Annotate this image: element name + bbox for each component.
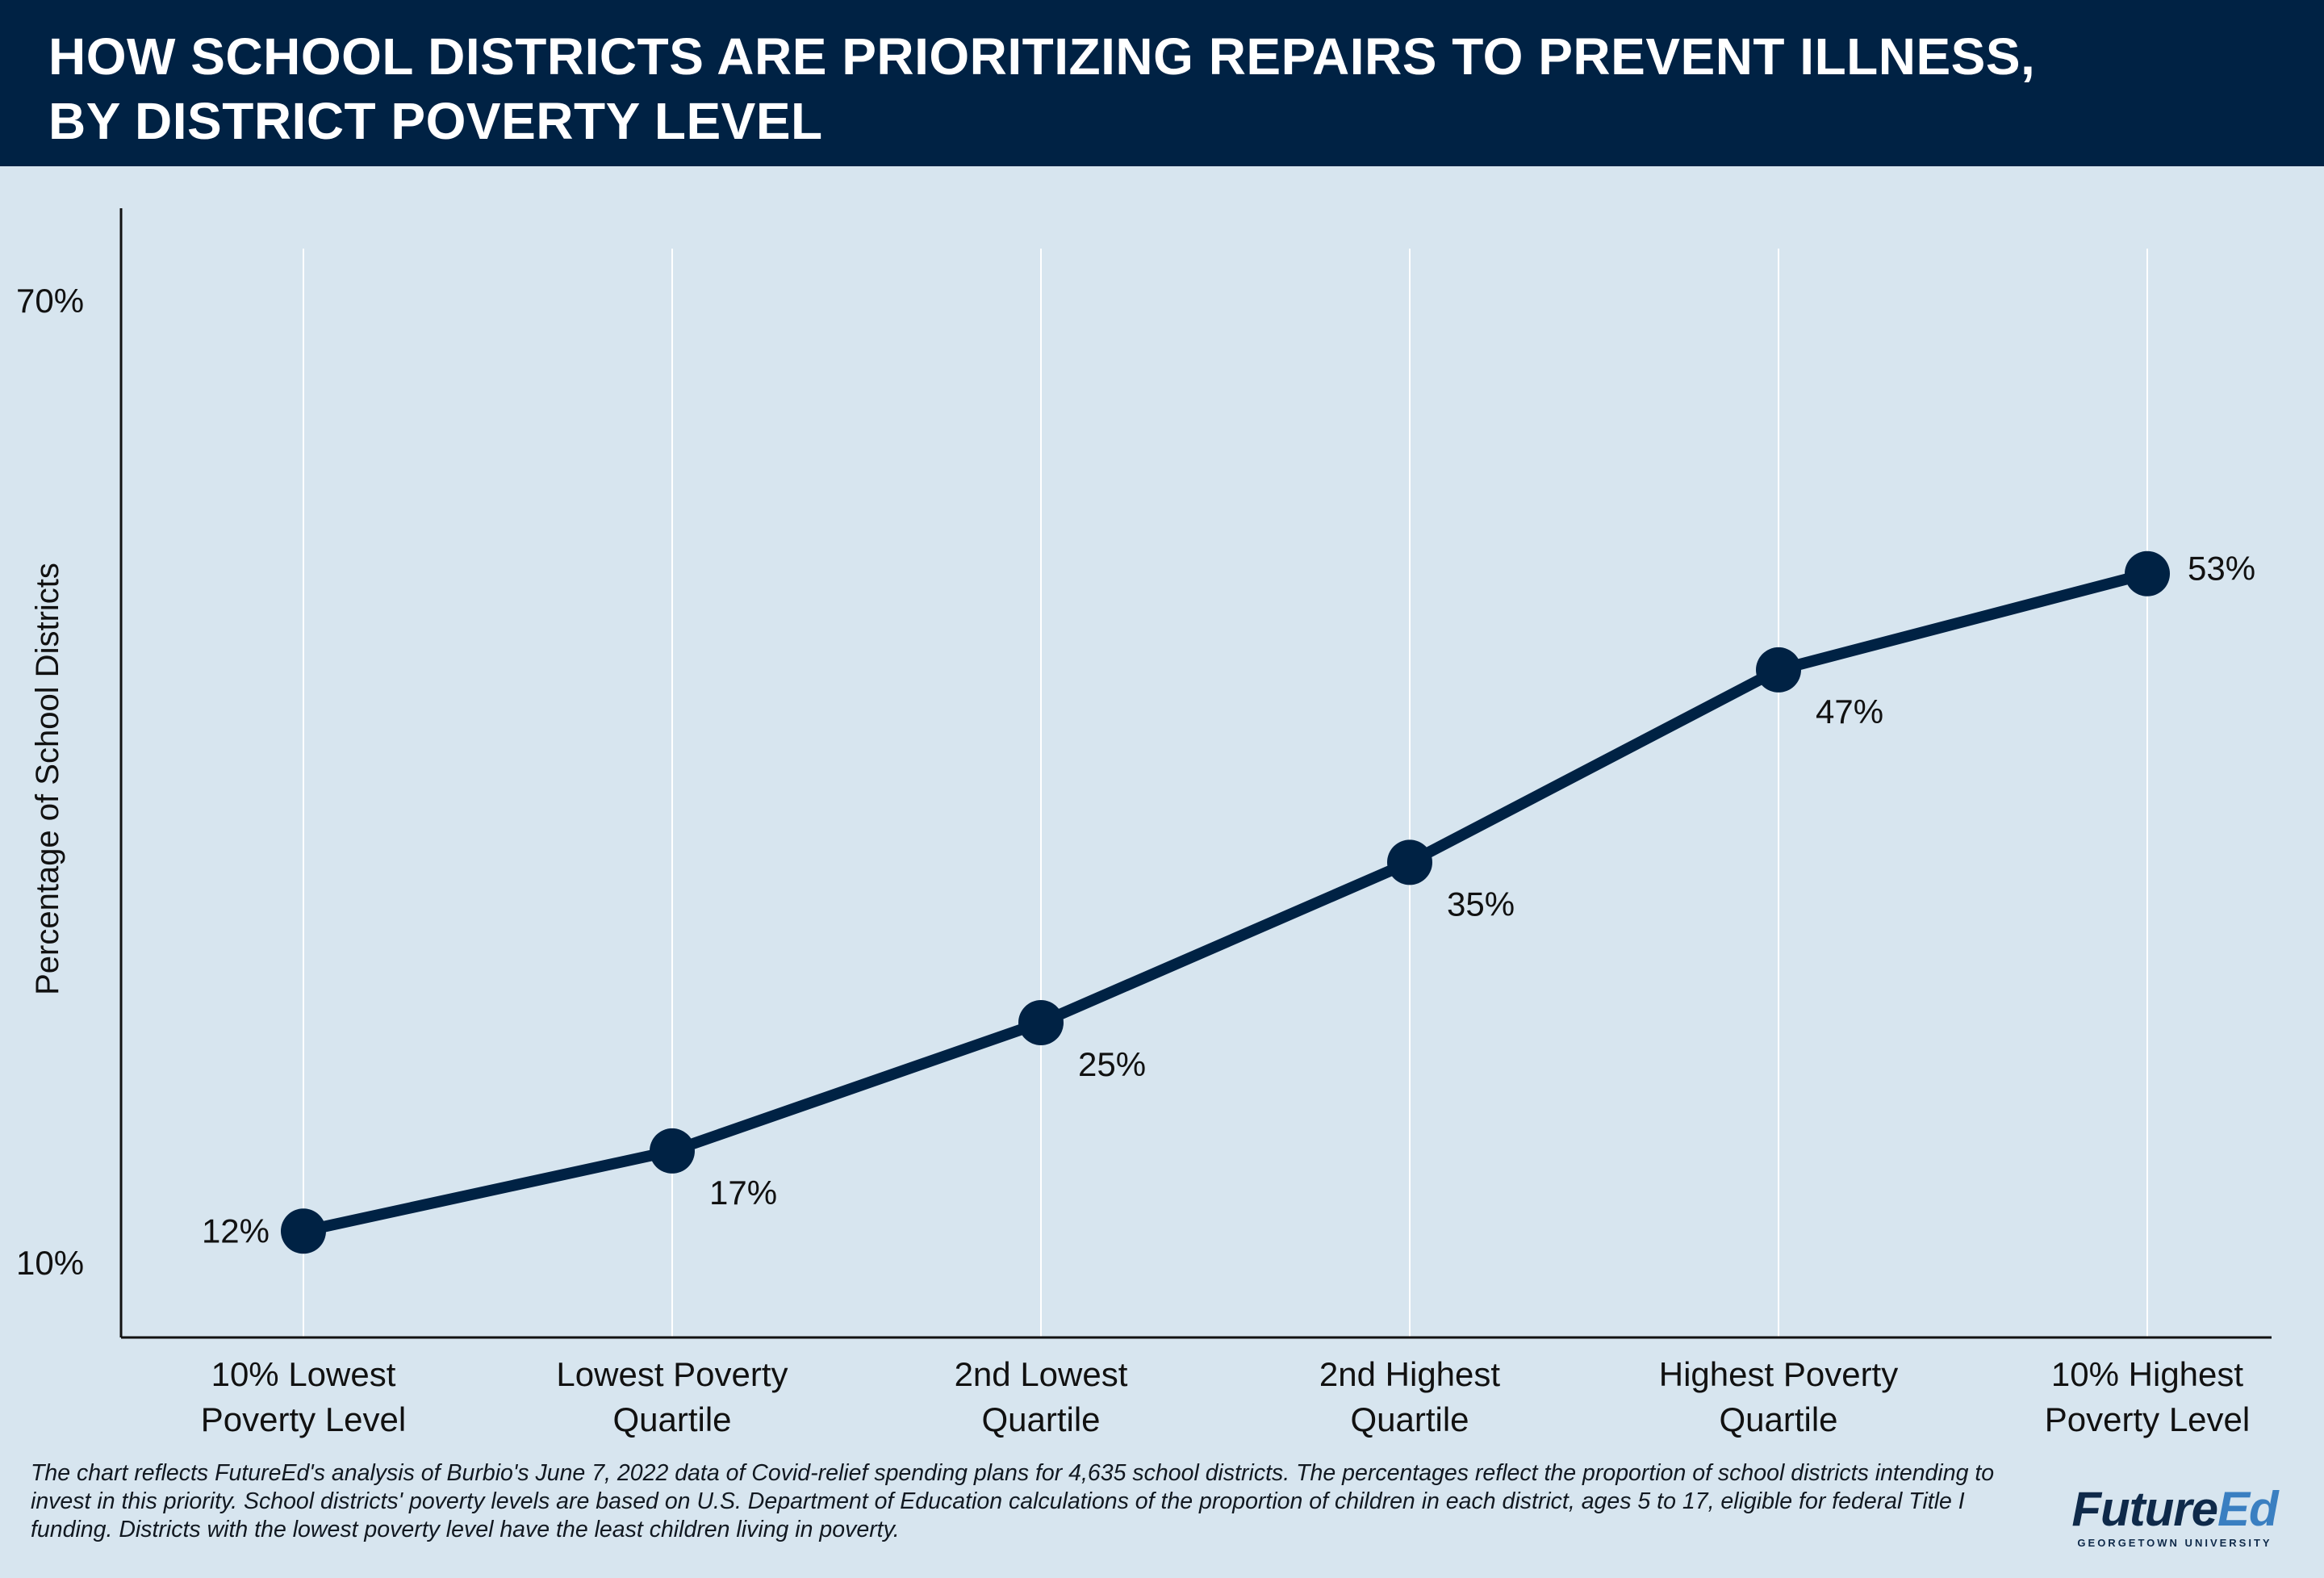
logo-wordmark: FutureEd (2066, 1485, 2284, 1534)
x-tick-label: 2nd Highest Quartile (1319, 1355, 1500, 1438)
data-point (281, 1208, 326, 1254)
data-label: 35% (1447, 885, 1515, 923)
data-label: 25% (1078, 1045, 1146, 1083)
chart-title-line-2: BY DISTRICT POVERTY LEVEL (48, 92, 823, 150)
logo-subtitle: GEORGETOWN UNIVERSITY (2077, 1537, 2272, 1549)
data-label: 47% (1816, 693, 1883, 730)
data-label: 17% (709, 1174, 777, 1212)
x-tick-label: 10% Lowest Poverty Level (201, 1355, 406, 1438)
y-tick-label: 10% (16, 1244, 84, 1282)
y-axis-label: Percentage of School Districts (30, 563, 65, 995)
y-tick-label: 70% (16, 282, 84, 320)
data-point (1756, 647, 1801, 693)
data-point (650, 1128, 695, 1174)
logo-future: Future (2071, 1482, 2218, 1536)
x-tick-label: Highest Poverty Quartile (1659, 1355, 1898, 1438)
futureed-logo: FutureEd GEORGETOWN UNIVERSITY (2066, 1485, 2284, 1550)
x-tick-label: 2nd Lowest Quartile (955, 1355, 1128, 1438)
data-label: 53% (2188, 550, 2255, 588)
line-chart: 70% 10% Percentage of School Districts 10% … (16, 208, 2272, 1438)
series-line (298, 567, 2153, 1237)
logo-ed: Ed (2217, 1482, 2279, 1536)
x-tick-label: Lowest Poverty Quartile (556, 1355, 788, 1438)
data-point (2125, 550, 2170, 596)
data-point (1387, 839, 1432, 885)
chart-title: HOW SCHOOL DISTRICTS ARE PRIORITIZING RE… (48, 24, 2276, 153)
data-label: 12% (202, 1212, 270, 1249)
x-tick-label: 10% Highest Poverty Level (2045, 1355, 2250, 1438)
footnote: The chart reflects FutureEd's analysis o… (31, 1460, 1995, 1542)
chart-title-line-1: HOW SCHOOL DISTRICTS ARE PRIORITIZING RE… (48, 27, 2036, 86)
header-bar: HOW SCHOOL DISTRICTS ARE PRIORITIZING RE… (0, 0, 2324, 166)
data-point (1018, 1000, 1064, 1045)
